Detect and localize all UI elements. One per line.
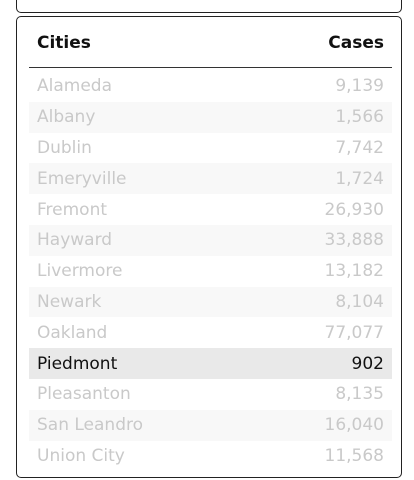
city-cell: Emeryville [37, 168, 127, 189]
city-cell: San Leandro [37, 415, 144, 436]
table-row[interactable]: Dublin 7,742 [29, 133, 392, 164]
column-resize-gap [292, 81, 294, 83]
city-cell: Oakland [37, 322, 108, 343]
city-cell: Piedmont [37, 353, 118, 374]
cases-cell: 77,077 [324, 322, 384, 343]
cases-cell: 7,742 [335, 137, 384, 158]
city-cell: Dublin [37, 137, 92, 158]
cases-cell: 8,104 [335, 291, 384, 312]
cases-column-header[interactable]: Cases [328, 33, 384, 53]
cities-column-header[interactable]: Cities [37, 33, 91, 53]
table-row[interactable]: Livermore 13,182 [29, 256, 392, 287]
city-cell: Alameda [37, 76, 112, 97]
cases-cell: 8,135 [335, 384, 384, 405]
city-cell: Newark [37, 291, 102, 312]
table-body: Alameda 9,139 Albany 1,566 Dublin 7,742 … [29, 71, 392, 471]
cases-cell: 26,930 [324, 199, 384, 220]
table-row[interactable]: Fremont 26,930 [29, 194, 392, 225]
city-cell: Pleasanton [37, 384, 131, 405]
table-row[interactable]: Emeryville 1,724 [29, 163, 392, 195]
cases-cell: 16,040 [324, 415, 384, 436]
cases-cell: 33,888 [324, 230, 384, 251]
table-row[interactable]: Hayward 33,888 [29, 224, 392, 256]
table-row[interactable]: Albany 1,566 [29, 101, 392, 133]
cases-cell: 902 [351, 353, 384, 374]
table-row[interactable]: San Leandro 16,040 [29, 409, 392, 441]
table-row[interactable]: Pleasanton 8,135 [29, 379, 392, 410]
table-row[interactable]: Oakland 77,077 [29, 317, 392, 348]
table-header-row: Cities Cases [29, 31, 392, 68]
table-row[interactable]: Newark 8,104 [29, 286, 392, 318]
cases-table-visual[interactable]: Cities Cases Alameda 9,139 Albany 1,566 … [16, 16, 402, 478]
city-cell: Hayward [37, 230, 113, 251]
city-cell: Livermore [37, 261, 123, 282]
table-grid: Cities Cases Alameda 9,139 Albany 1,566 … [29, 31, 392, 471]
cases-cell: 13,182 [324, 261, 384, 282]
cases-cell: 11,568 [324, 445, 384, 466]
table-row[interactable]: Union City 11,568 [29, 441, 392, 472]
city-cell: Fremont [37, 199, 108, 220]
cases-cell: 1,566 [335, 107, 384, 128]
table-row-selected[interactable]: Piedmont 902 [29, 348, 392, 379]
previous-visual-card [16, 0, 402, 13]
city-cell: Albany [37, 107, 96, 128]
cases-cell: 9,139 [335, 76, 384, 97]
cases-cell: 1,724 [335, 168, 384, 189]
city-cell: Union City [37, 445, 125, 466]
table-row[interactable]: Alameda 9,139 [29, 71, 392, 102]
